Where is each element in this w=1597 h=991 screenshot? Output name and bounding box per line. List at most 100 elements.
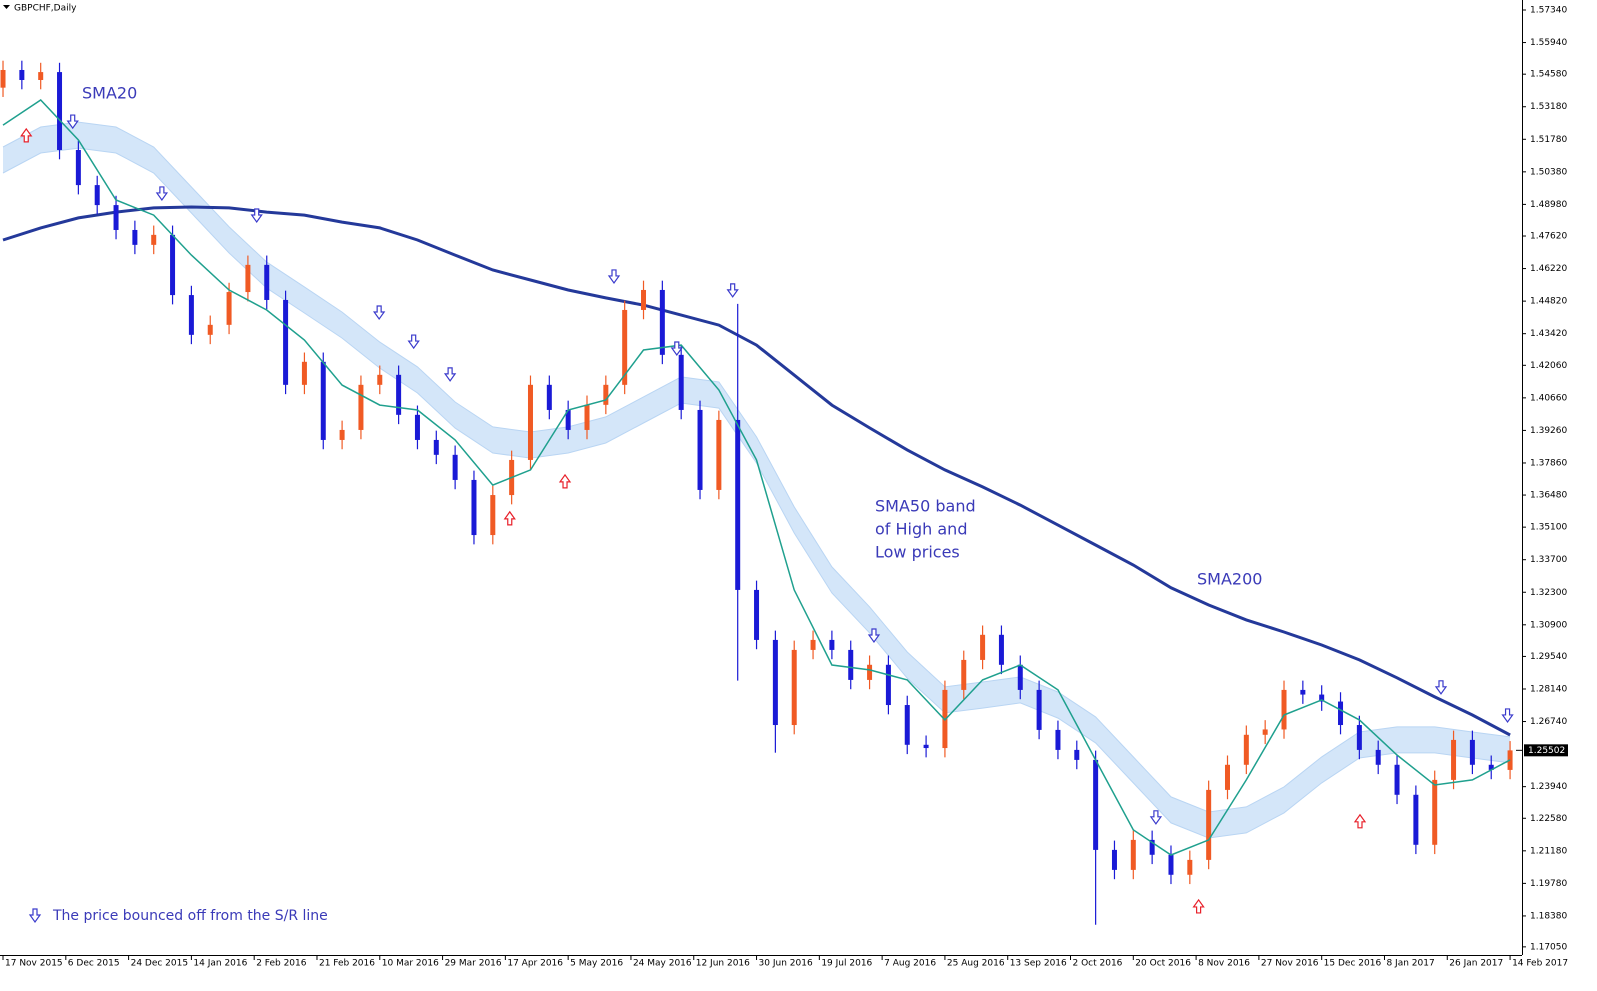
candle-body [1243,734,1249,765]
candle-body [810,639,816,650]
candle-body [113,205,119,230]
candle-body [527,384,533,460]
candle-body [1224,764,1230,790]
candle-body [1093,759,1099,850]
candle-body [1338,701,1344,726]
candle-body [641,289,647,310]
annotation: of High and [875,520,967,539]
candle-body [245,264,251,293]
y-tick-label: 1.46220 [1530,264,1567,274]
candle-body [998,634,1004,665]
x-tick-label: 29 Mar 2016 [445,959,502,969]
candle-body [1262,729,1268,735]
y-tick-label: 1.54580 [1530,70,1567,80]
arrow-up [503,510,516,526]
candle-body [471,479,477,536]
candle-body [1036,689,1042,730]
candle-body [1394,764,1400,795]
y-tick-label: 1.18380 [1530,911,1567,921]
x-tick-label: 24 Dec 2015 [131,959,189,969]
y-tick-label: 1.40660 [1530,393,1567,403]
candle-body [546,384,552,410]
x-tick-label: 12 Jun 2016 [696,959,750,969]
candle-body [151,234,157,245]
arrow-down [250,208,263,224]
x-tick-label: 27 Nov 2016 [1261,959,1319,969]
candle-body [923,744,929,749]
candle-body [1300,689,1306,695]
candle-body [283,299,289,385]
x-tick-label: 14 Jan 2016 [193,959,247,969]
x-tick-label: 5 May 2016 [570,959,623,969]
candle-body [377,374,383,385]
candle-body [754,589,760,640]
arrow-down [1501,708,1514,723]
candle-body [0,69,6,88]
candle-body [170,234,176,296]
symbol-marker [3,5,10,9]
x-tick-label: 7 Aug 2016 [884,959,936,969]
arrow-down [66,114,79,130]
candle-body [1432,779,1438,845]
x-tick-label: 21 Feb 2016 [319,959,375,969]
y-tick-label: 1.22580 [1530,814,1567,824]
y-tick-label: 1.42060 [1530,361,1567,371]
x-tick-label: 13 Sep 2016 [1010,959,1067,969]
y-tick-label: 1.19780 [1530,879,1567,889]
x-tick-label: 26 Jan 2017 [1449,959,1503,969]
y-tick-label: 1.23940 [1530,782,1567,792]
y-tick-label: 1.53180 [1530,102,1567,112]
annotation: SMA50 band [875,497,976,516]
candle-body [716,419,722,490]
x-tick-label: 17 Apr 2016 [507,959,563,969]
candle-body [1017,664,1023,690]
candle-body [1130,839,1136,870]
y-tick-label: 1.39260 [1530,426,1567,436]
candle-body [57,72,63,150]
candle-body [1356,725,1362,750]
candle-body [1149,839,1155,855]
candle-body [659,289,665,355]
arrow-down [607,269,621,284]
y-tick-label: 1.37860 [1530,458,1567,468]
arrow-down [1149,810,1163,825]
candle-body [1074,749,1080,760]
arrow-up [1353,813,1367,829]
annotation: Low prices [875,543,960,562]
arrow-down [867,628,881,644]
candle-body [584,404,590,430]
x-tick-label: 24 May 2016 [633,959,692,969]
y-tick-label: 1.50380 [1530,167,1567,177]
candle-body [320,361,326,440]
candle-body [1469,739,1475,765]
candle-body [1413,794,1419,845]
y-tick-label: 1.32300 [1530,588,1567,598]
candle-body [396,374,402,415]
candle-body [622,309,628,385]
candle-body [188,295,194,335]
candle-body [1375,749,1381,765]
candle-body [1206,789,1212,860]
candle-body [904,705,910,745]
x-tick-label: 8 Jan 2017 [1386,959,1434,969]
y-tick-label: 1.47620 [1530,232,1567,242]
arrow-down [670,341,683,357]
candle-body [791,649,797,726]
symbol-label: GBPCHF,Daily [14,4,77,14]
candle-body [1187,859,1193,875]
last-price-box [1524,744,1568,757]
y-tick-label: 1.48980 [1530,200,1567,210]
arrow-down [407,334,420,350]
band-lower-line [2,147,1511,839]
last-price-label: 1.25502 [1528,746,1565,756]
candle-body [678,354,684,410]
x-tick-label: 2 Feb 2016 [256,959,307,969]
arrow-down [1434,680,1448,695]
candle-body [1451,739,1457,780]
arrow-up [20,127,33,143]
x-tick-label: 14 Feb 2017 [1512,959,1568,969]
y-tick-label: 1.30900 [1530,620,1567,630]
y-tick-label: 1.36480 [1530,491,1567,501]
